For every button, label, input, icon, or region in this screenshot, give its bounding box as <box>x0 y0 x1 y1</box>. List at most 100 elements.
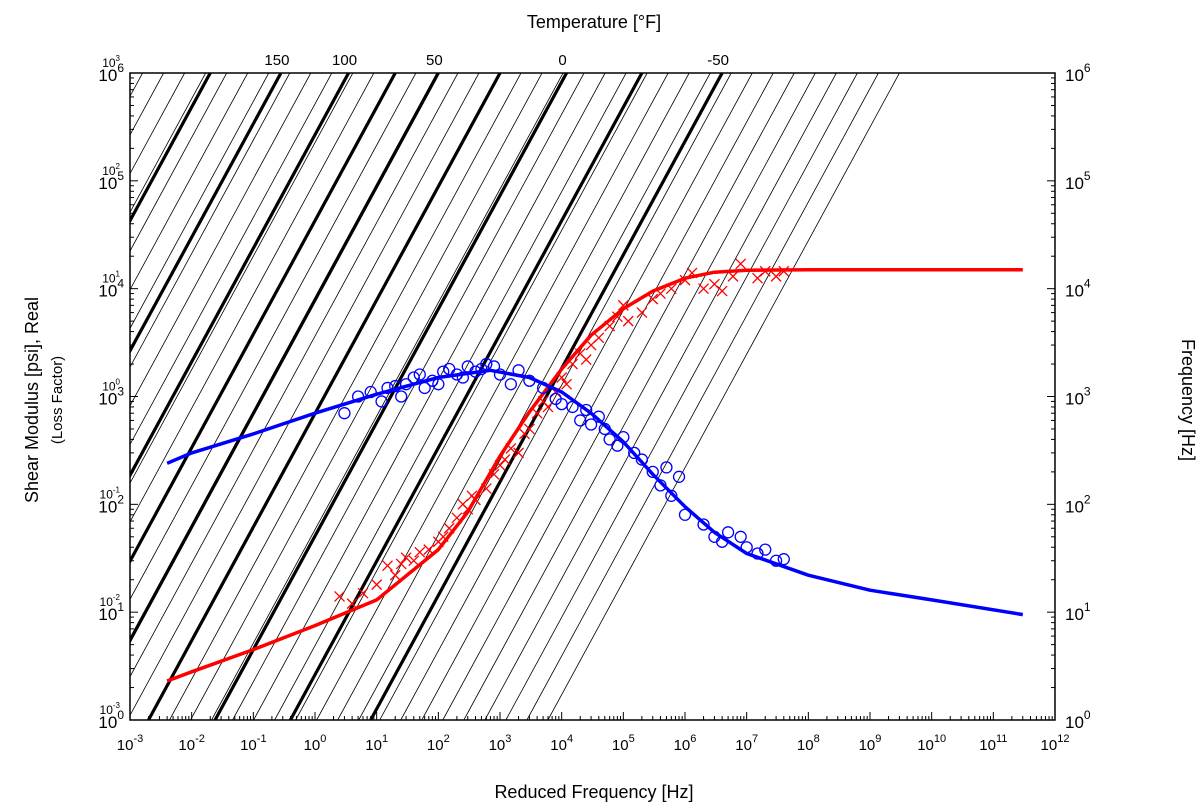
isotherm-thin <box>526 73 879 720</box>
data-point-x-stroke <box>655 288 666 300</box>
y-tick-label-exponent: 5 <box>117 169 124 183</box>
data-point-circle <box>487 360 501 373</box>
isotherm-thin <box>442 73 795 720</box>
data-point-circle <box>461 360 474 373</box>
y-tick-label: 103 <box>98 385 124 409</box>
data-point-x <box>382 560 393 572</box>
data-point-x <box>408 555 420 567</box>
isotherm-thin <box>421 73 774 720</box>
x-tick-label-base: 10 <box>1041 737 1058 754</box>
data-point-circle <box>678 508 692 521</box>
y2-tick-label-base: 10 <box>1065 390 1084 409</box>
isotherm-thin <box>130 73 291 368</box>
data-point-x <box>531 407 543 419</box>
data-point-x-stroke <box>414 546 426 558</box>
data-point-circle <box>399 378 413 391</box>
data-point-circle <box>580 403 593 417</box>
x-tick-label-base: 10 <box>240 737 257 754</box>
isotherm-bold <box>369 73 724 720</box>
isotherm-thin <box>274 73 627 720</box>
data-point-circle <box>413 368 426 381</box>
loss-tick-label-exponent: 3 <box>116 54 121 63</box>
data-point-circle <box>584 418 598 431</box>
isotherm-thin <box>253 73 606 720</box>
y2-tick-label-base: 10 <box>1065 66 1084 85</box>
data-point-x <box>665 283 677 295</box>
x-tick-label: 104 <box>550 733 573 754</box>
loss-tick-label-exponent: 2 <box>116 162 121 171</box>
x-tick-label-base: 10 <box>550 737 567 754</box>
isotherm-thin <box>211 73 564 720</box>
data-point-x <box>414 546 426 558</box>
isotherm-thin <box>337 73 690 720</box>
x-tick-label: 10-1 <box>240 733 266 754</box>
data-point-x <box>561 378 573 390</box>
data-point-circle <box>617 430 630 444</box>
data-point-x-stroke <box>408 555 420 567</box>
data-point-x-stroke <box>499 454 511 466</box>
data-point-x-stroke <box>580 354 592 366</box>
isotherm-thin <box>130 73 333 446</box>
x-tick-label-base: 10 <box>427 737 444 754</box>
data-point-x <box>400 552 412 564</box>
x-tick-label: 105 <box>612 733 635 754</box>
data-point-x <box>334 590 345 602</box>
y-axis-subtitle: (Loss Factor) <box>49 356 66 444</box>
data-point-x-stroke <box>462 503 474 515</box>
y2-tick-label: 103 <box>1065 385 1091 409</box>
isotherm-thin <box>130 73 270 330</box>
x-tick-label: 102 <box>427 733 450 754</box>
data-point-x-stroke <box>611 311 623 323</box>
data-point-x-stroke <box>778 265 790 277</box>
x-tick-label-base: 10 <box>859 737 876 754</box>
data-point-x-stroke <box>636 307 648 319</box>
data-point-x <box>716 285 728 297</box>
isotherm-bold <box>130 73 283 355</box>
x-tick-label-exponent: -3 <box>133 733 143 745</box>
y-tick-label-base: 10 <box>98 282 117 301</box>
x-tick-label-base: 10 <box>365 737 382 754</box>
data-point-circle <box>566 400 579 414</box>
loss-tick-label: 101 <box>102 270 120 286</box>
data-point-x <box>423 544 435 556</box>
data-point-circle <box>450 368 464 381</box>
data-point-circle <box>740 541 753 554</box>
x-tick-label-base: 10 <box>917 737 934 754</box>
data-point-x-stroke <box>523 423 535 435</box>
y2-tick-label-base: 10 <box>1065 605 1084 624</box>
y2-tick-label-base: 10 <box>1065 174 1084 193</box>
x-tick-label-exponent: 8 <box>814 733 820 745</box>
data-point-x <box>437 531 449 543</box>
isotherm-thin <box>130 73 228 252</box>
data-point-circle <box>628 446 641 460</box>
y2-tick-label-exponent: 6 <box>1084 61 1091 75</box>
loss-tick-label: 10-3 <box>100 701 121 717</box>
loss-tick-label-exponent: -3 <box>113 701 121 710</box>
temperature-tick-label: 150 <box>264 52 289 69</box>
data-point-circle <box>598 422 611 436</box>
x-tick-label-exponent: 6 <box>690 733 696 745</box>
data-point-x-stroke <box>708 278 720 290</box>
y-tick-label-exponent: 0 <box>117 708 124 722</box>
loss-tick-label-exponent: -1 <box>113 485 121 494</box>
x-tick-label: 108 <box>797 733 820 754</box>
data-point-x <box>542 401 554 413</box>
y2-tick-label-exponent: 5 <box>1084 169 1091 183</box>
data-point-x <box>470 494 481 506</box>
data-point-x <box>611 311 623 323</box>
isotherm-bold <box>147 73 502 720</box>
data-point-circle <box>456 371 470 384</box>
isotherm-bold <box>130 73 212 225</box>
data-point-x <box>505 442 517 454</box>
loss-tick-label-base: 10 <box>102 164 116 178</box>
data-point-x-stroke <box>531 407 543 419</box>
loss-tick-label-exponent: 0 <box>116 378 121 387</box>
data-point-circle <box>395 390 408 403</box>
x-tick-label-exponent: 11 <box>996 733 1007 745</box>
data-point-x-stroke <box>567 358 578 370</box>
isotherm-bold <box>213 73 568 720</box>
loss-tick-label: 10-2 <box>100 593 121 609</box>
isotherm-thin <box>130 73 207 214</box>
y-tick-label-exponent: 3 <box>117 385 124 399</box>
x-tick-label-exponent: -1 <box>257 733 267 745</box>
